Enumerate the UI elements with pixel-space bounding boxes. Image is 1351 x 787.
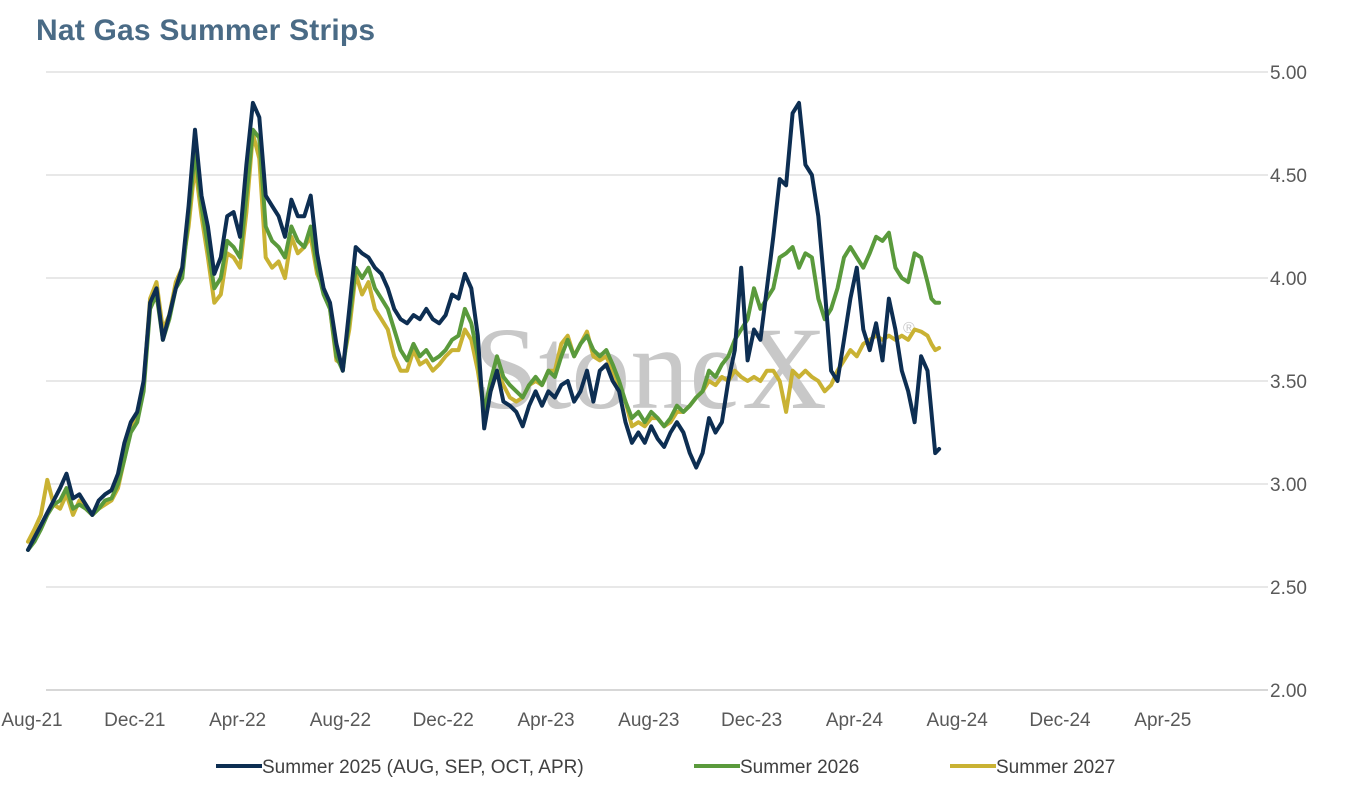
x-tick-label: Aug-24	[927, 710, 989, 731]
y-tick-label: 2.00	[1270, 681, 1307, 702]
y-tick-label: 3.00	[1270, 475, 1307, 496]
series-layer	[26, 100, 942, 552]
legend-label: Summer 2026	[740, 757, 859, 778]
x-tick-label: Apr-22	[209, 710, 266, 731]
x-tick-label: Aug-21	[1, 710, 62, 731]
x-tick-label: Apr-25	[1134, 710, 1191, 731]
x-tick-label: Dec-21	[104, 710, 165, 731]
legend-label: Summer 2025 (AUG, SEP, OCT, APR)	[262, 757, 584, 778]
y-tick-label: 2.50	[1270, 578, 1307, 599]
y-tick-label: 5.00	[1270, 63, 1307, 84]
series-line-2	[26, 127, 942, 552]
legend: Summer 2025 (AUG, SEP, OCT, APR) Summer 2…	[216, 757, 1115, 778]
y-tick-label: 3.50	[1270, 372, 1307, 393]
x-tick-label: Aug-22	[310, 710, 371, 731]
legend-label: Summer 2027	[996, 757, 1115, 778]
x-tick-label: Dec-22	[413, 710, 474, 731]
y-tick-label: 4.00	[1270, 269, 1307, 290]
x-tick-label: Aug-23	[618, 710, 679, 731]
series-line-1	[26, 100, 942, 552]
x-tick-label: Apr-23	[517, 710, 574, 731]
grid-layer	[46, 71, 1268, 691]
y-tick-label: 4.50	[1270, 166, 1307, 187]
chart-title: Nat Gas Summer Strips	[36, 14, 376, 47]
x-tick-label: Dec-23	[721, 710, 782, 731]
x-tick-label: Apr-24	[826, 710, 883, 731]
y-tick-labels: 2.00 2.50 3.00 3.50 4.00 4.50 5.00	[1270, 63, 1307, 702]
x-tick-label: Dec-24	[1029, 710, 1091, 731]
x-tick-labels: Aug-21 Dec-21 Apr-22 Aug-22 Dec-22 Apr-23 Aug-…	[1, 710, 1191, 731]
watermark-layer: StoneX ®	[473, 303, 915, 434]
